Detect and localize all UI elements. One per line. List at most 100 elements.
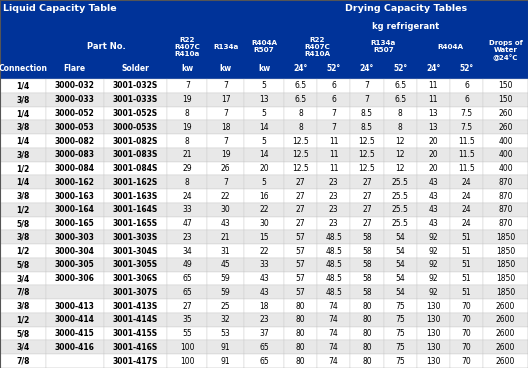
Text: 58: 58 [362,288,372,297]
Bar [244,162,284,176]
Bar [317,176,350,189]
Text: 27: 27 [296,219,305,228]
Text: 3000-053: 3000-053 [55,123,95,132]
Text: 80: 80 [296,357,305,366]
Text: 3/8: 3/8 [16,302,30,311]
Bar [317,230,350,244]
Bar [284,217,317,230]
Bar [350,148,383,162]
Bar [350,162,383,176]
Text: 8: 8 [398,109,402,118]
Bar [207,340,244,354]
Text: 6.5: 6.5 [394,81,406,91]
Bar [483,299,528,313]
Bar [207,134,244,148]
Text: 130: 130 [426,357,441,366]
Bar [46,230,103,244]
Text: Part No.: Part No. [87,42,126,51]
Text: 12: 12 [395,150,405,159]
Bar [450,340,483,354]
Text: 1/4: 1/4 [16,137,30,145]
Text: 7: 7 [223,109,228,118]
Bar [244,286,284,299]
Text: 29: 29 [183,164,192,173]
Bar [383,203,417,217]
Text: 7/8: 7/8 [16,357,30,366]
Text: 74: 74 [329,315,338,324]
Text: 20: 20 [429,150,438,159]
Text: 27: 27 [183,302,192,311]
Bar [450,176,483,189]
Text: 21: 21 [183,150,192,159]
Text: 54: 54 [395,233,405,242]
Text: 58: 58 [362,247,372,255]
Text: 43: 43 [429,192,438,201]
Bar [167,354,207,368]
Bar [244,120,284,134]
Bar [46,244,103,258]
Text: 43: 43 [259,288,269,297]
Text: Connection: Connection [0,64,48,73]
Text: 1/2: 1/2 [16,315,30,324]
Bar [46,272,103,286]
Bar [207,176,244,189]
Text: 3/8: 3/8 [16,192,30,201]
Text: 3001-304S: 3001-304S [113,247,158,255]
Bar [167,79,207,93]
Text: Liquid Capacity Table: Liquid Capacity Table [3,4,116,13]
Bar [46,340,103,354]
Bar [103,107,167,120]
Bar [284,340,317,354]
Bar [167,176,207,189]
Bar [103,93,167,107]
Text: 1/4: 1/4 [16,81,30,91]
Text: 75: 75 [395,302,405,311]
Bar [244,203,284,217]
Text: 3/4: 3/4 [16,343,30,352]
Bar [284,189,317,203]
Text: 12.5: 12.5 [292,137,309,145]
Text: 2600: 2600 [496,343,515,352]
Text: 22: 22 [259,247,269,255]
Bar [46,327,103,340]
Bar [483,230,528,244]
Text: 7: 7 [364,81,370,91]
Bar [103,203,167,217]
Text: 24: 24 [183,192,192,201]
Text: 22: 22 [221,192,230,201]
Text: 23: 23 [329,178,338,187]
Text: 27: 27 [296,205,305,214]
Text: 8.5: 8.5 [361,109,373,118]
Text: 8: 8 [298,109,303,118]
Bar [103,148,167,162]
Bar [350,189,383,203]
Text: 7: 7 [364,95,370,104]
Text: 14: 14 [259,123,269,132]
Bar [417,120,450,134]
Bar [417,313,450,327]
Bar [483,79,528,93]
Bar [0,79,46,93]
Bar [167,162,207,176]
Text: 3000-082: 3000-082 [55,137,95,145]
Text: 13: 13 [429,123,438,132]
Text: kw: kw [258,64,270,73]
Text: 13: 13 [259,95,269,104]
Text: 22: 22 [259,205,269,214]
Text: 3001-417S: 3001-417S [113,357,158,366]
Text: 27: 27 [362,192,372,201]
Text: 11: 11 [329,150,338,159]
Bar [207,299,244,313]
Text: 27: 27 [362,219,372,228]
Bar [167,189,207,203]
Text: 27: 27 [362,205,372,214]
Bar [207,313,244,327]
Text: 8: 8 [185,109,190,118]
Text: 1850: 1850 [496,274,515,283]
Text: 3/8: 3/8 [16,233,30,242]
Bar [417,286,450,299]
Text: 20: 20 [259,164,269,173]
Text: 3001-083S: 3001-083S [113,150,158,159]
Text: 7: 7 [223,81,228,91]
Bar [167,217,207,230]
